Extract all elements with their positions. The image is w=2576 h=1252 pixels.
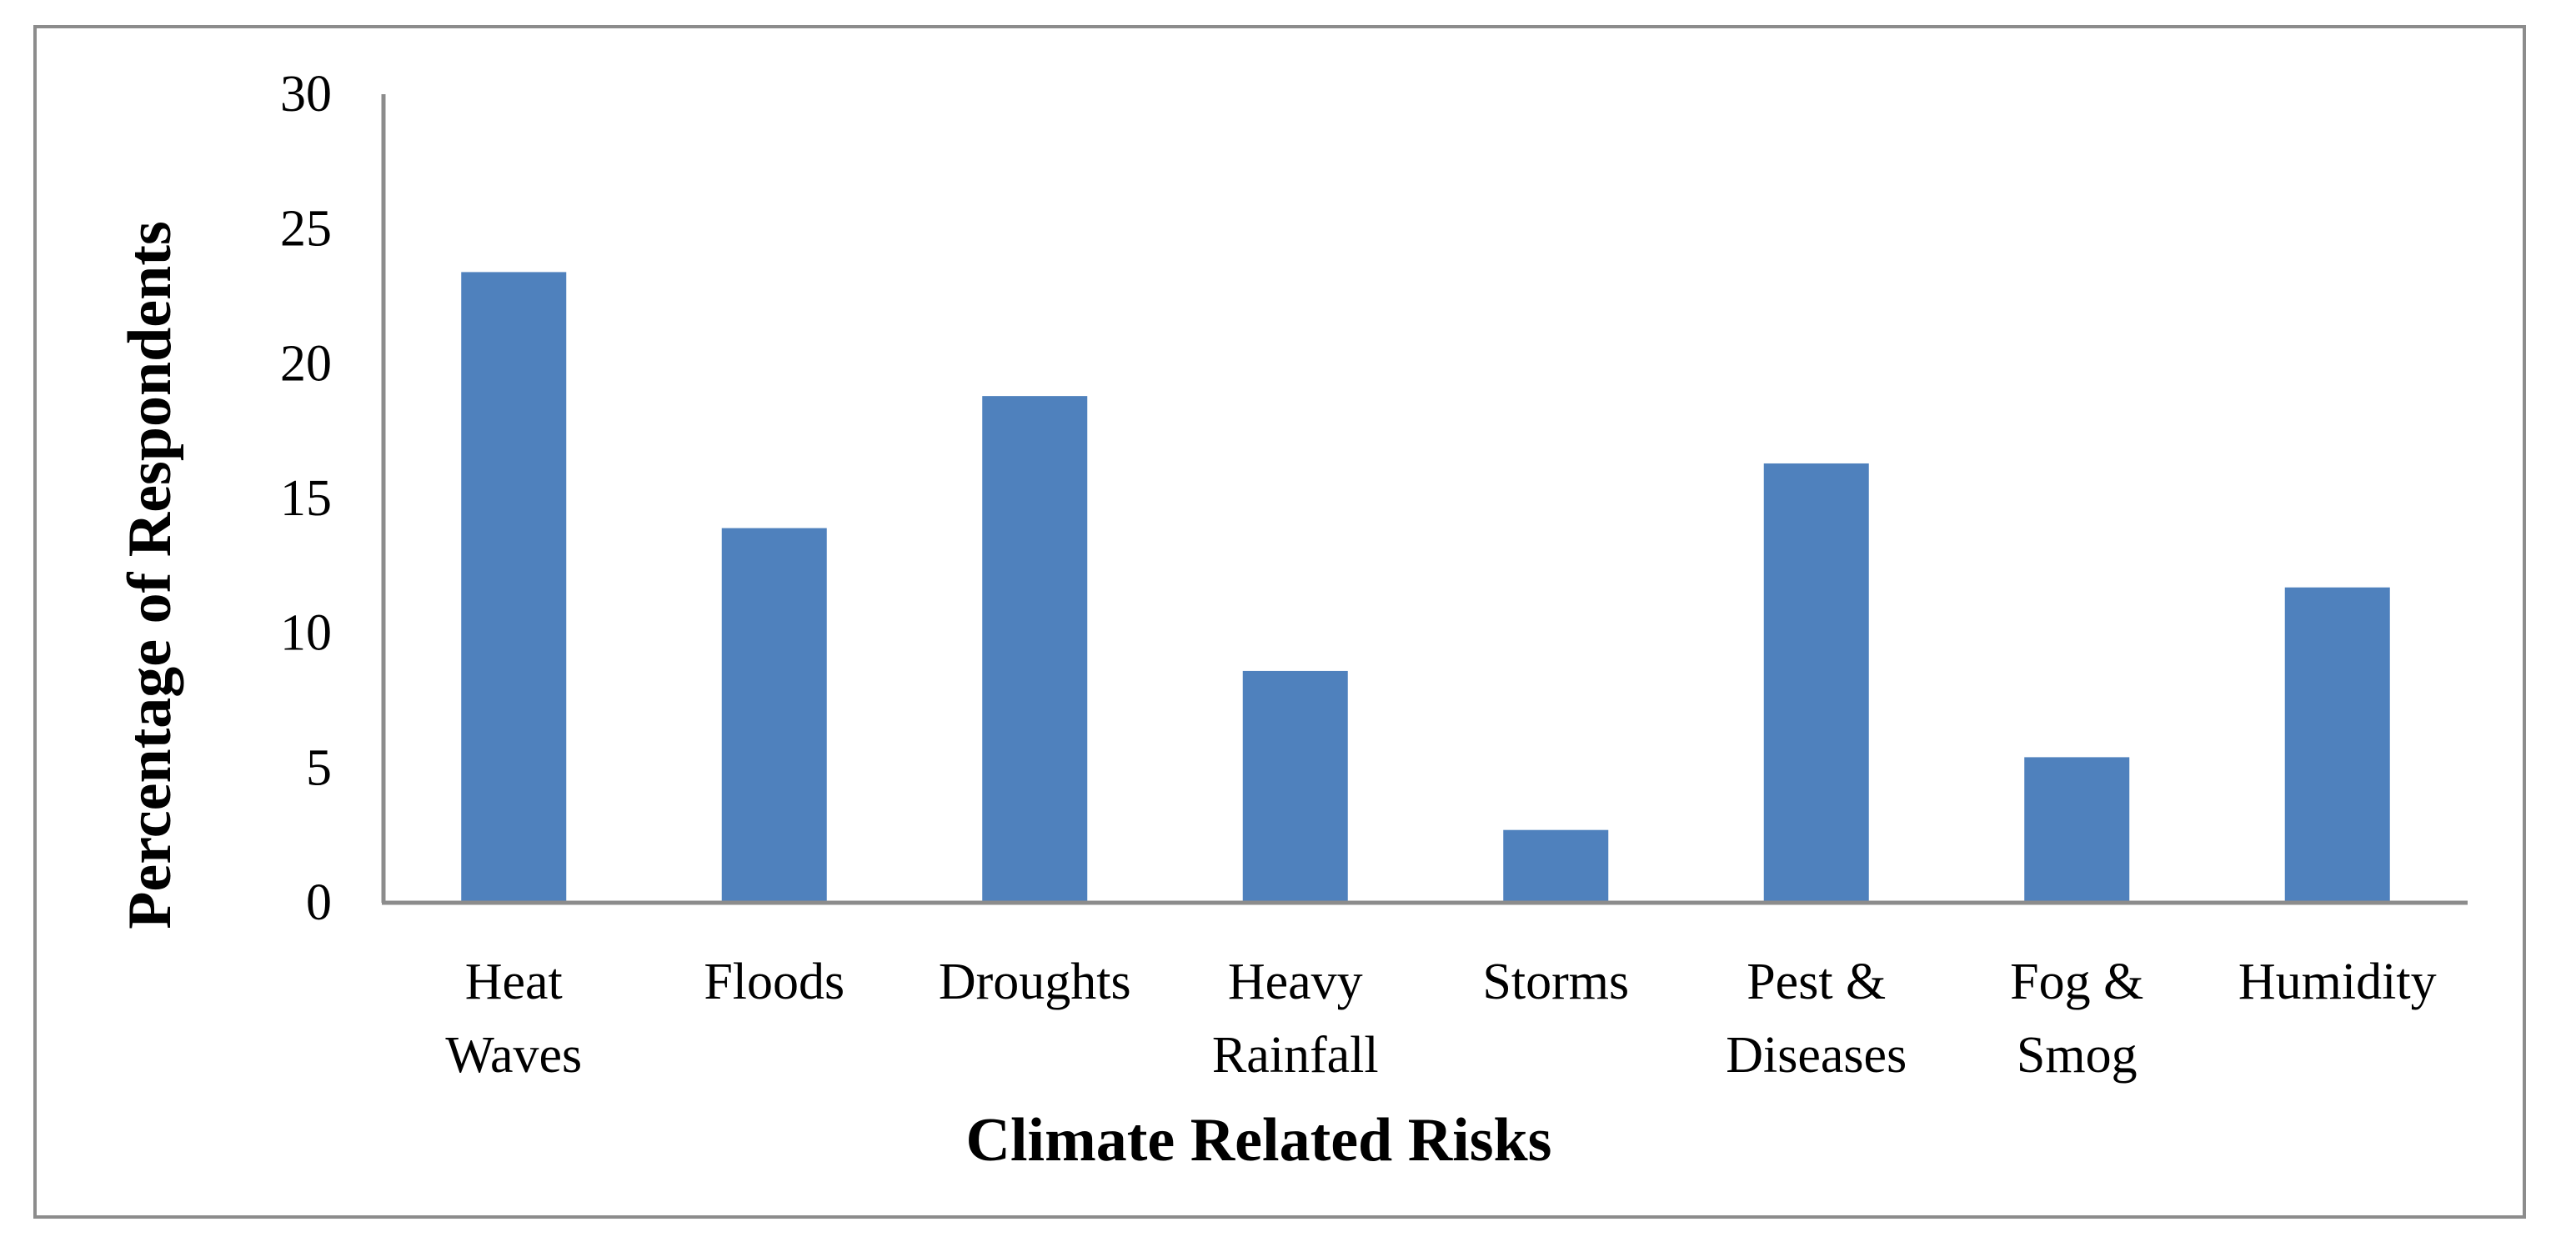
y-tick-label: 5 xyxy=(306,739,332,796)
x-category-label: Floods xyxy=(704,954,844,1010)
x-category-label: Droughts xyxy=(939,954,1131,1010)
bar xyxy=(2284,587,2390,903)
y-tick-label: 20 xyxy=(280,335,332,392)
x-axis-title: Climate Related Risks xyxy=(966,1106,1552,1174)
y-axis-ticks: 0 5 10 15 20 25 30 xyxy=(280,66,332,931)
bar xyxy=(1242,670,1348,903)
y-tick-label: 25 xyxy=(280,201,332,258)
y-tick-label: 15 xyxy=(280,470,332,527)
x-category-label: Heat Waves xyxy=(445,954,582,1084)
x-axis-categories: Heat Waves Floods Droughts Heavy Rainfall Stor… xyxy=(445,954,2436,1084)
x-category-label-line: Droughts xyxy=(939,954,1131,1010)
x-category-label-line: Heat xyxy=(465,954,563,1010)
x-category-label-line: Rainfall xyxy=(1212,1027,1379,1084)
x-category-label-line: Humidity xyxy=(2238,954,2437,1010)
x-category-label: Storms xyxy=(1482,954,1629,1010)
y-tick-label: 30 xyxy=(280,66,332,123)
bar xyxy=(721,528,827,903)
x-category-label-line: Pest & xyxy=(1747,954,1886,1010)
x-category-label: Humidity xyxy=(2238,954,2437,1010)
bar xyxy=(2024,757,2130,903)
bars xyxy=(461,272,2390,904)
x-category-label-line: Storms xyxy=(1482,954,1629,1010)
x-category-label-line: Smog xyxy=(2017,1027,2137,1084)
y-tick-label: 0 xyxy=(306,874,332,931)
x-category-label-line: Waves xyxy=(445,1027,582,1084)
bar xyxy=(1503,829,1609,903)
x-category-label: Heavy Rainfall xyxy=(1212,954,1379,1084)
bar xyxy=(461,272,567,903)
y-tick-label: 10 xyxy=(280,605,332,662)
axes xyxy=(381,94,2468,905)
x-category-label: Pest & Diseases xyxy=(1726,954,1907,1084)
x-category-label-line: Diseases xyxy=(1726,1027,1907,1084)
bar xyxy=(982,396,1088,904)
x-category-label-line: Heavy xyxy=(1228,954,1363,1010)
x-category-label-line: Fog & xyxy=(2010,954,2143,1010)
y-axis-title: Percentage of Respondents xyxy=(116,221,184,929)
chart-frame xyxy=(33,25,2526,1219)
bar xyxy=(1763,463,1869,903)
x-category-label-line: Floods xyxy=(704,954,844,1010)
x-category-label: Fog & Smog xyxy=(2010,954,2143,1084)
